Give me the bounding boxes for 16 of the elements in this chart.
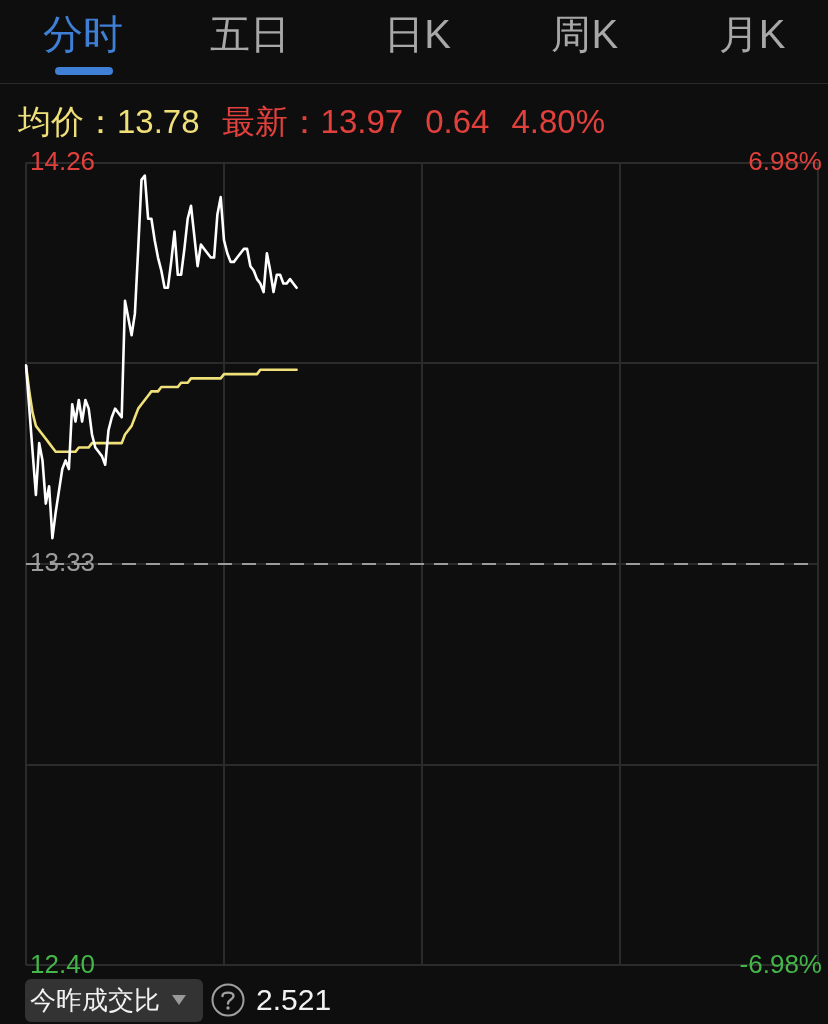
text: 最新：13.97 xyxy=(221,103,404,140)
text: 4.80% xyxy=(511,103,605,140)
text: 2.521 xyxy=(256,983,332,1016)
y2-tick-label: 6.98% xyxy=(748,145,822,176)
text: 五日 xyxy=(210,12,291,56)
y-tick-label: 13.33 xyxy=(30,547,96,578)
text: 分时 xyxy=(43,12,123,56)
y-tick-label: 12.40 xyxy=(30,948,96,979)
text: 0.64 xyxy=(425,103,490,140)
text: 月K xyxy=(718,12,786,56)
y-tick-label: 14.26 xyxy=(30,145,96,176)
text: 均价：13.78 xyxy=(18,103,200,140)
y2-tick-label: -6.98% xyxy=(739,948,822,979)
text: 周K xyxy=(551,12,619,56)
text: 日K xyxy=(384,12,451,56)
text: 今昨成交比 xyxy=(30,985,160,1015)
